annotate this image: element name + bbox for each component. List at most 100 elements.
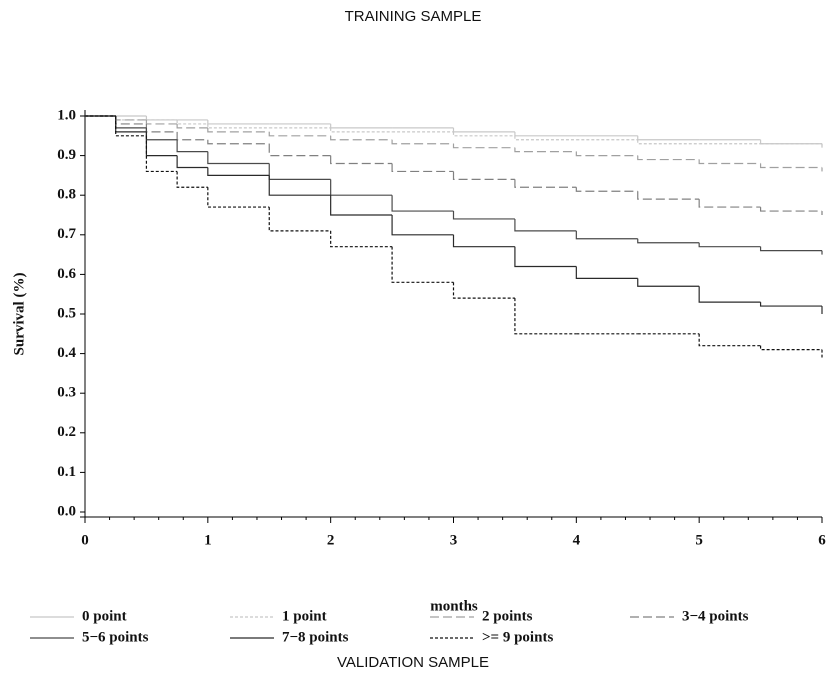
survival-step [514,298,577,335]
survival-step [637,155,700,161]
survival-step [330,179,393,196]
legend-label: >= 9 points [482,629,553,645]
y-tick-label: 0.3 [57,385,76,401]
survival-step [637,191,700,200]
survival-step [698,286,761,303]
survival-step [330,127,393,133]
legend-label: 1 point [282,608,327,624]
y-tick-label: 0.4 [57,345,76,361]
y-tick-label: 0.6 [57,266,76,282]
survival-step [330,230,393,248]
survival-step [330,123,393,129]
survival-step [575,266,638,279]
survival-step [207,167,270,176]
survival-step [452,171,515,180]
survival-step [391,215,454,236]
survival-step [514,246,577,268]
survival-step [391,163,454,173]
survival-step [698,242,761,248]
survival-step [759,207,822,212]
survival-step [452,127,515,133]
survival-step [391,139,454,145]
x-tick-label: 0 [81,532,89,548]
x-tick-label: 5 [695,532,703,548]
legend-label: 0 point [82,608,127,624]
survival-step [207,187,270,208]
survival-step [575,230,638,240]
survival-step [145,131,178,157]
survival-step [575,151,638,157]
survival-step [176,139,208,153]
survival-step [207,123,270,129]
survival-step [514,147,577,153]
survival-step [176,119,208,125]
survival-step [514,218,577,232]
y-tick-label: 0.5 [57,305,76,321]
x-tick-label: 4 [573,532,581,548]
legend-label: 5−6 points [82,629,149,645]
survival-step [330,135,393,141]
survival-step [268,163,331,180]
survival-step [514,131,577,137]
survival-step [759,302,822,307]
survival-step [268,207,331,232]
y-axis-label: Survival (%) [11,273,27,356]
survival-step [176,155,208,169]
legend-label: 3−4 points [682,608,749,624]
x-tick-label: 2 [327,532,335,548]
x-axis-label: months [430,598,478,614]
legend-label: 7−8 points [282,629,349,645]
survival-step [176,171,208,188]
chart-subtitle: VALIDATION SAMPLE [337,654,489,671]
survival-step [452,131,515,137]
survival-step [330,195,393,216]
survival-step [176,123,208,129]
survival-step [115,116,147,137]
survival-step [698,199,761,208]
survival-step [575,187,638,192]
legend-label: 2 points [482,608,533,624]
survival-step [145,127,178,141]
y-tick-label: 0.0 [57,503,76,519]
y-tick-label: 0.7 [57,226,76,242]
x-tick-label: 6 [818,532,826,548]
survival-step [698,159,761,165]
y-tick-label: 0.9 [57,147,76,163]
survival-step [698,333,761,347]
survival-step [268,175,331,196]
survival-step [391,195,454,212]
x-tick-label: 1 [204,532,212,548]
survival-step [759,345,822,351]
survival-step [391,246,454,283]
survival-step [268,131,331,137]
survival-step [759,163,822,169]
survival-step [452,143,515,149]
survival-step [176,131,208,141]
survival-step [637,278,700,287]
survival-step [145,135,178,173]
y-tick-label: 1.0 [57,107,76,123]
y-tick-label: 0.2 [57,424,76,440]
survival-step [637,238,700,244]
survival-step [452,234,515,248]
survival-step [115,116,147,129]
chart-title: TRAINING SAMPLE [345,8,482,25]
survival-step [268,143,331,157]
survival-step [207,139,270,145]
x-tick-label: 3 [450,532,458,548]
survival-step [145,123,178,133]
survival-step [207,127,270,133]
y-tick-label: 0.8 [57,187,76,203]
y-tick-label: 0.1 [57,464,76,480]
survival-step [207,151,270,165]
survival-step [452,282,515,299]
survival-step [330,155,393,165]
survival-step [207,119,270,125]
survival-step [637,139,700,145]
survival-step [514,179,577,188]
survival-step [452,211,515,220]
survival-step [759,246,822,252]
survival-step [514,135,577,141]
survival-step [637,135,700,141]
